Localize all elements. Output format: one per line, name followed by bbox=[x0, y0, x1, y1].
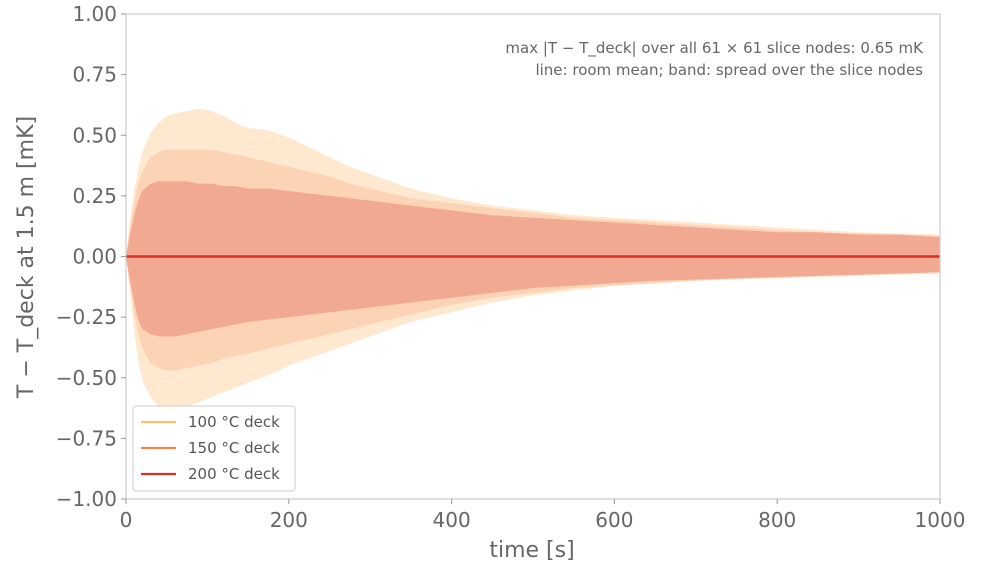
x-axis: 0 200 400 600 800 1000 bbox=[120, 499, 966, 532]
y-tick-label: −0.75 bbox=[56, 426, 117, 450]
y-tick-label: 0.00 bbox=[72, 245, 117, 269]
band-200 bbox=[126, 181, 940, 337]
y-axis: −1.00 −0.75 −0.50 −0.25 0.00 0.25 0.50 0.75 1.00 bbox=[56, 2, 126, 511]
legend-label-150: 150 °C deck bbox=[188, 439, 280, 457]
annotation-legend-note: line: room mean; band: spread over the s… bbox=[535, 61, 923, 79]
y-tick-label: −1.00 bbox=[56, 487, 117, 511]
y-tick-label: −0.25 bbox=[56, 305, 117, 329]
y-tick-label: 0.50 bbox=[72, 123, 117, 147]
plot-area bbox=[126, 108, 940, 412]
legend: 100 °C deck 150 °C deck 200 °C deck bbox=[132, 405, 296, 492]
y-tick-label: −0.50 bbox=[56, 366, 117, 390]
legend-box bbox=[132, 405, 296, 492]
x-tick-label: 200 bbox=[270, 508, 308, 532]
x-tick-label: 600 bbox=[595, 508, 633, 532]
legend-label-200: 200 °C deck bbox=[188, 465, 280, 483]
x-tick-label: 800 bbox=[758, 508, 796, 532]
annotation-max-deviation: max |T − T_deck| over all 61 × 61 slice … bbox=[505, 39, 924, 58]
x-tick-label: 0 bbox=[120, 508, 133, 532]
x-tick-label: 1000 bbox=[915, 508, 966, 532]
y-tick-label: 1.00 bbox=[72, 2, 117, 26]
y-axis-title: T − T_deck at 1.5 m [mK] bbox=[14, 116, 39, 399]
y-tick-label: 0.75 bbox=[72, 63, 117, 87]
y-tick-label: 0.25 bbox=[72, 184, 117, 208]
legend-label-100: 100 °C deck bbox=[188, 413, 280, 431]
x-axis-title: time [s] bbox=[489, 538, 574, 563]
x-tick-label: 400 bbox=[433, 508, 471, 532]
